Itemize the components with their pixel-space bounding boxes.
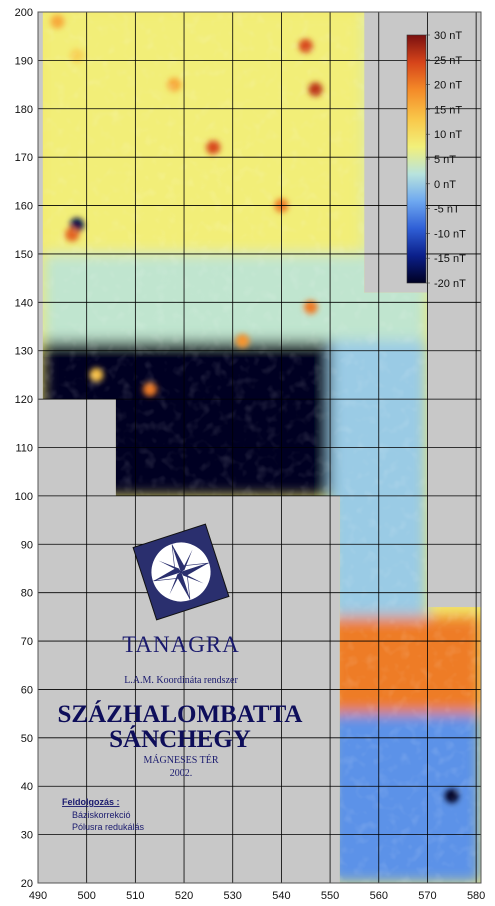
y-tick-label: 80 bbox=[21, 588, 33, 600]
x-tick-label: 570 bbox=[418, 890, 436, 902]
colorbar-label: 15 nT bbox=[434, 104, 462, 116]
company-name: TANAGRA bbox=[122, 632, 240, 657]
colorbar-label: 30 nT bbox=[434, 30, 462, 42]
colorbar-scale bbox=[406, 34, 427, 284]
processing-step: Báziskorrekció bbox=[72, 810, 131, 820]
x-tick-label: 500 bbox=[78, 890, 96, 902]
y-tick-label: 190 bbox=[15, 55, 33, 67]
colorbar-label: -5 nT bbox=[434, 204, 460, 216]
coordinate-system: L.A.M. Koordináta rendszer bbox=[124, 675, 238, 686]
y-tick-label: 170 bbox=[15, 152, 33, 164]
y-tick-label: 50 bbox=[21, 733, 33, 745]
y-tick-label: 30 bbox=[21, 830, 33, 842]
colorbar-label: 5 nT bbox=[434, 154, 456, 166]
y-tick-label: 200 bbox=[15, 7, 33, 19]
site-name-line2: SÁNCHEGY bbox=[109, 725, 251, 753]
x-tick-label: 540 bbox=[272, 890, 290, 902]
y-tick-label: 180 bbox=[15, 104, 33, 116]
x-tick-label: 520 bbox=[175, 890, 193, 902]
colorbar-label: -20 nT bbox=[434, 278, 466, 290]
y-axis-ticks: 20 30 40 50 60 70 80 90 100 110 120 130 140 150 160 170… bbox=[15, 7, 33, 890]
y-tick-label: 100 bbox=[15, 491, 33, 503]
y-tick-label: 40 bbox=[21, 781, 33, 793]
colorbar: 30 nT 25 nT 20 nT 15 nT 10 nT 5 nT 0 nT -5 nT -1… bbox=[406, 30, 466, 290]
y-tick-label: 120 bbox=[15, 394, 33, 406]
processing-step: Pólusra redukálás bbox=[72, 822, 145, 832]
site-name-line1: SZÁZHALOMBATTA bbox=[58, 700, 303, 728]
title-block: TANAGRA L.A.M. Koordináta rendszer SZÁZH… bbox=[58, 523, 303, 832]
compass-rose-icon bbox=[132, 523, 230, 621]
colorbar-label: 25 nT bbox=[434, 55, 462, 67]
x-tick-label: 510 bbox=[126, 890, 144, 902]
y-tick-label: 140 bbox=[15, 297, 33, 309]
x-tick-label: 580 bbox=[467, 890, 485, 902]
y-tick-label: 130 bbox=[15, 346, 33, 358]
survey-year: 2002. bbox=[170, 768, 193, 779]
colorbar-label: -15 nT bbox=[434, 253, 466, 265]
y-tick-label: 90 bbox=[21, 539, 33, 551]
y-tick-label: 150 bbox=[15, 249, 33, 261]
processing-heading: Feldolgozás : bbox=[62, 797, 120, 807]
x-axis-ticks: 490 500 510 520 530 540 550 560 570 580 bbox=[29, 890, 485, 902]
y-tick-label: 20 bbox=[21, 878, 33, 890]
x-tick-label: 530 bbox=[224, 890, 242, 902]
colorbar-label: 10 nT bbox=[434, 129, 462, 141]
grid-lines bbox=[38, 12, 481, 883]
y-tick-label: 60 bbox=[21, 684, 33, 696]
y-tick-label: 110 bbox=[15, 443, 33, 455]
x-tick-label: 550 bbox=[321, 890, 339, 902]
y-tick-label: 70 bbox=[21, 636, 33, 648]
colorbar-labels: 30 nT 25 nT 20 nT 15 nT 10 nT 5 nT 0 nT -5 nT -1… bbox=[426, 30, 466, 290]
colorbar-label: 20 nT bbox=[434, 80, 462, 92]
colorbar-label: -10 nT bbox=[434, 228, 466, 240]
x-tick-label: 560 bbox=[370, 890, 388, 902]
x-tick-label: 490 bbox=[29, 890, 47, 902]
colorbar-label: 0 nT bbox=[434, 179, 456, 191]
plot-frame bbox=[37, 11, 482, 884]
map-type: MÁGNESES TÉR bbox=[143, 754, 218, 766]
y-tick-label: 160 bbox=[15, 201, 33, 213]
